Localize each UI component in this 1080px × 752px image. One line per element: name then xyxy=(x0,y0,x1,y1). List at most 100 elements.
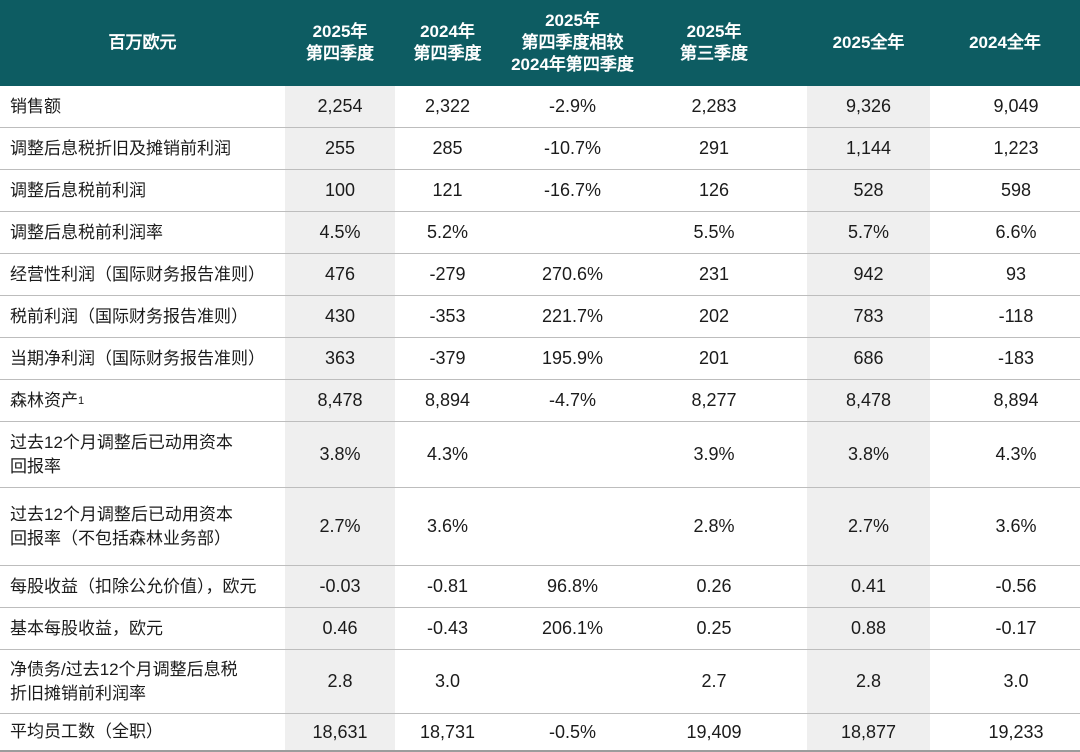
value-cell: 0.41 xyxy=(807,566,930,607)
value-cell: 2,322 xyxy=(424,96,471,116)
value-cell: -10.7% xyxy=(543,138,602,158)
value-cell: 2.8 xyxy=(807,650,930,713)
table-row: 过去12个月调整后已动用资本 回报率 3.8% 4.3% 3.9% 3.8% 4.3% xyxy=(0,422,1080,488)
value-cell: 1,144 xyxy=(807,128,930,169)
value-cell xyxy=(500,422,645,487)
value-cell: 18,877 xyxy=(807,714,930,750)
value-cell: 231 xyxy=(698,264,730,284)
value-cell: 206.1% xyxy=(541,618,604,638)
table-row: 基本每股收益，欧元 0.46 -0.43 206.1% 0.25 0.88 -0.17 xyxy=(0,608,1080,650)
value-cell: -4.7% xyxy=(548,390,597,410)
row-label: 森林资产 1 xyxy=(10,390,85,410)
row-label: 销售额 xyxy=(10,96,61,116)
value-cell: 528 xyxy=(807,170,930,211)
table-row: 当期净利润（国际财务报告准则） 363 -379 195.9% 201 686 -183 xyxy=(0,338,1080,380)
value-cell: 3.0 xyxy=(434,671,461,691)
table-row: 平均员工数（全职） 18,631 18,731 -0.5% 19,409 18,877 19… xyxy=(0,714,1080,752)
value-cell: 3.0 xyxy=(1003,671,1029,691)
value-cell: -279 xyxy=(429,264,466,284)
row-label: 过去12个月调整后已动用资本 回报率 xyxy=(10,432,233,476)
value-cell: 4.5% xyxy=(285,212,395,253)
value-cell xyxy=(500,650,645,713)
value-cell: 9,326 xyxy=(807,86,930,127)
value-cell: 476 xyxy=(285,254,395,295)
value-cell xyxy=(500,212,645,253)
value-cell: 2,283 xyxy=(691,96,737,116)
value-cell: -118 xyxy=(998,306,1034,326)
row-label: 平均员工数（全职） xyxy=(10,722,163,741)
value-cell: 8,894 xyxy=(993,390,1039,410)
value-cell: 201 xyxy=(698,348,730,368)
column-header-cell: 2024年 第四季度 xyxy=(413,22,482,63)
table-body: 销售额 2,254 2,322 -2.9% 2,283 9,326 9,049 调整后息税折旧… xyxy=(0,86,1080,752)
row-label: 每股收益（扣除公允价值），欧元 xyxy=(10,576,257,596)
value-cell: 285 xyxy=(432,138,463,158)
value-cell: 19,409 xyxy=(686,721,742,742)
value-cell: 5.2% xyxy=(426,222,469,242)
value-cell: 93 xyxy=(1005,264,1027,284)
row-label: 当期净利润（国际财务报告准则） xyxy=(10,348,265,368)
table-row: 每股收益（扣除公允价值），欧元 -0.03 -0.81 96.8% 0.26 0.41 -0… xyxy=(0,566,1080,608)
value-cell: -183 xyxy=(997,348,1035,368)
row-label: 税前利润（国际财务报告准则） xyxy=(10,306,248,326)
value-cell: 19,233 xyxy=(988,721,1044,742)
value-cell: 0.26 xyxy=(696,576,732,596)
table-row: 过去12个月调整后已动用资本 回报率（不包括森林业务部） 2.7% 3.6% 2.8%… xyxy=(0,488,1080,566)
value-cell: 2.7 xyxy=(701,671,727,691)
table-row: 调整后息税前利润率 4.5% 5.2% 5.5% 5.7% 6.6% xyxy=(0,212,1080,254)
value-cell: -0.17 xyxy=(995,618,1037,638)
value-cell: 783 xyxy=(807,296,930,337)
value-cell: 18,631 xyxy=(285,714,395,750)
value-cell: 195.9% xyxy=(541,348,604,368)
table-row: 调整后息税折旧及摊销前利润 255 285 -10.7% 291 1,144 1,223 xyxy=(0,128,1080,170)
column-header-cell: 2025年 第四季度 xyxy=(306,22,374,63)
column-header-cell: 2025年 第三季度 xyxy=(680,22,748,63)
value-cell: -379 xyxy=(429,348,466,368)
value-cell: -0.43 xyxy=(426,618,469,638)
row-label: 净债务/过去12个月调整后息税 折旧摊销前利润率 xyxy=(10,659,238,703)
value-cell: -353 xyxy=(429,306,466,326)
value-cell: 0.25 xyxy=(696,618,732,638)
table-row: 调整后息税前利润 100 121 -16.7% 126 528 598 xyxy=(0,170,1080,212)
value-cell: 8,478 xyxy=(285,380,395,421)
table-row: 净债务/过去12个月调整后息税 折旧摊销前利润率 2.8 3.0 2.7 2.8 3.0 xyxy=(0,650,1080,714)
value-cell: 5.5% xyxy=(693,222,735,242)
value-cell: 291 xyxy=(698,138,730,158)
value-cell: 3.8% xyxy=(807,422,930,487)
value-cell: 270.6% xyxy=(541,264,604,284)
value-cell: 4.3% xyxy=(995,444,1037,464)
unit-header-cell: 百万欧元 xyxy=(108,33,177,52)
value-cell: 121 xyxy=(432,180,463,200)
column-header-cell: 2025全年 xyxy=(832,33,905,52)
table-row: 销售额 2,254 2,322 -2.9% 2,283 9,326 9,049 xyxy=(0,86,1080,128)
value-cell: 8,894 xyxy=(424,390,471,410)
row-label: 经营性利润（国际财务报告准则） xyxy=(10,264,265,284)
value-cell: 0.88 xyxy=(807,608,930,649)
value-cell: 3.8% xyxy=(285,422,395,487)
row-label: 调整后息税前利润 xyxy=(10,180,146,200)
value-cell: 5.7% xyxy=(807,212,930,253)
column-header-cell: 2024全年 xyxy=(969,33,1041,52)
value-cell: 2,254 xyxy=(285,86,395,127)
value-cell: -0.03 xyxy=(285,566,395,607)
table-row: 税前利润（国际财务报告准则） 430 -353 221.7% 202 783 -118 xyxy=(0,296,1080,338)
value-cell: 96.8% xyxy=(546,576,599,596)
column-header-cell: 2025年 第四季度相较 2024年第四季度 xyxy=(511,11,634,74)
value-cell: 3.9% xyxy=(693,444,735,464)
value-cell: -2.9% xyxy=(548,96,597,116)
value-cell: 126 xyxy=(698,180,730,200)
value-cell: 18,731 xyxy=(419,721,476,742)
value-cell: 221.7% xyxy=(541,306,604,326)
value-cell: 2.7% xyxy=(807,488,930,565)
value-cell: 2.8% xyxy=(693,516,735,536)
value-cell: 686 xyxy=(807,338,930,379)
value-cell: 430 xyxy=(285,296,395,337)
value-cell: -16.7% xyxy=(543,180,602,200)
value-cell: -0.81 xyxy=(426,576,469,596)
table-row: 森林资产 1 8,478 8,894 -4.7% 8,277 8,478 8,894 xyxy=(0,380,1080,422)
table-row: 经营性利润（国际财务报告准则） 476 -279 270.6% 231 942 93 xyxy=(0,254,1080,296)
value-cell: 4.3% xyxy=(426,444,469,464)
value-cell: 3.6% xyxy=(995,516,1037,536)
value-cell: 1,223 xyxy=(993,138,1039,158)
